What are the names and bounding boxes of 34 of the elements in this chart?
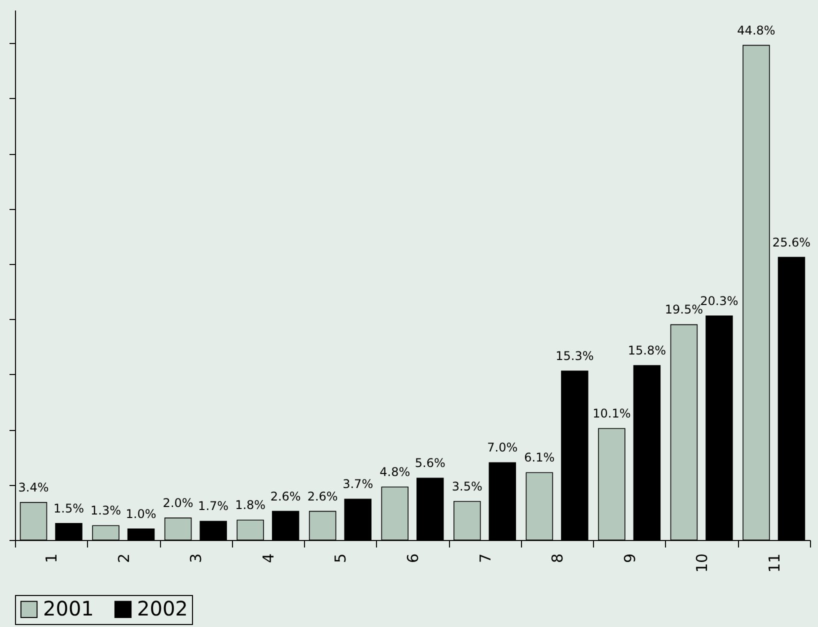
data-label: 25.6% xyxy=(772,235,811,250)
x-tick-label: 4 xyxy=(259,554,278,564)
legend-label: 2002 xyxy=(137,596,188,620)
data-label: 1.8% xyxy=(235,498,266,512)
data-label: 3.4% xyxy=(18,480,49,494)
x-tick-label: 7 xyxy=(476,554,494,564)
data-label: 4.8% xyxy=(380,465,410,479)
data-label: 44.8% xyxy=(737,23,776,38)
legend-label: 2001 xyxy=(43,596,94,620)
data-label: 15.8% xyxy=(628,344,666,358)
data-label: 2.6% xyxy=(270,489,301,504)
data-label: 7.0% xyxy=(487,440,518,455)
x-tick-label: 2 xyxy=(114,554,133,564)
x-tick-label: 8 xyxy=(548,554,567,564)
x-tick-label: 3 xyxy=(187,554,206,564)
data-label: 3.5% xyxy=(452,479,482,494)
data-label: 1.3% xyxy=(90,504,122,518)
data-label: 2.0% xyxy=(162,496,194,510)
data-label: 15.3% xyxy=(556,349,594,364)
data-label: 6.1% xyxy=(524,450,555,465)
data-label: 2.6% xyxy=(307,489,338,504)
x-tick-label: 10 xyxy=(693,554,712,573)
data-label: 3.7% xyxy=(342,477,374,492)
x-tick-label: 9 xyxy=(620,554,639,564)
data-label: 1.0% xyxy=(126,506,156,521)
x-tick-label: 1 xyxy=(42,554,61,564)
x-tick-label: 11 xyxy=(765,554,784,573)
x-tick-label: 5 xyxy=(332,554,350,564)
data-label: 1.7% xyxy=(198,499,229,514)
data-label: 5.6% xyxy=(414,456,446,470)
data-label: 1.5% xyxy=(54,501,84,516)
x-tick-label: 6 xyxy=(404,554,422,564)
data-label: 20.3% xyxy=(700,294,738,308)
data-label: 10.1% xyxy=(592,406,631,420)
